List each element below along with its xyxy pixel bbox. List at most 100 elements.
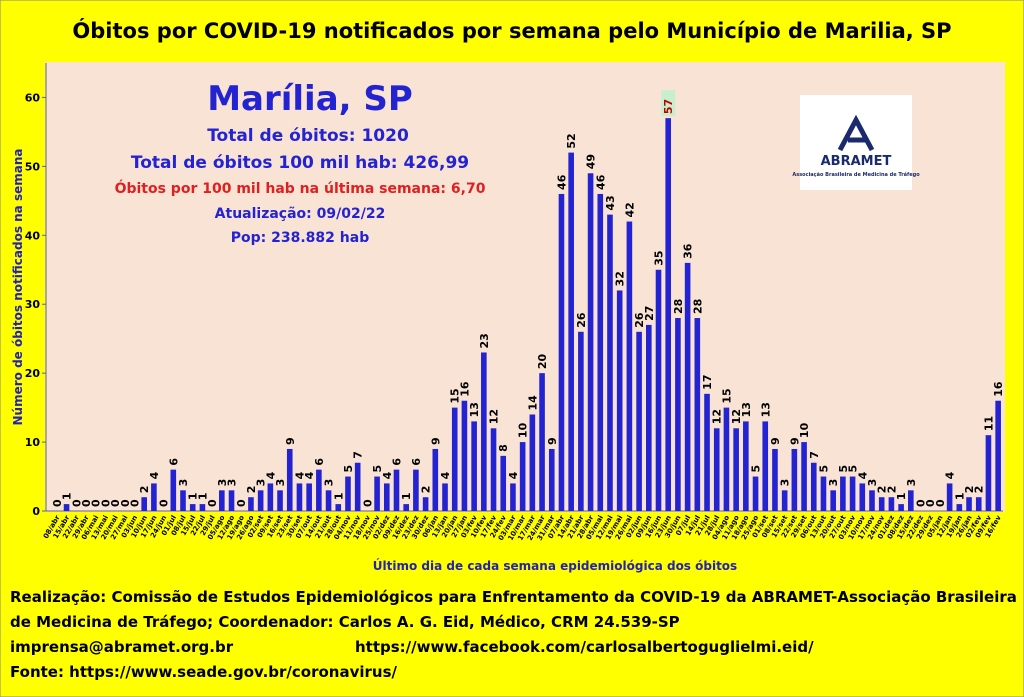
bar — [772, 448, 778, 511]
bar — [713, 428, 720, 511]
bar — [170, 469, 177, 511]
bar — [840, 476, 846, 511]
bar — [655, 269, 662, 511]
footer-line: Realização: Comissão de Estudos Epidemio… — [10, 588, 1017, 606]
data-label: 7 — [808, 451, 821, 459]
data-label: 0 — [80, 499, 93, 507]
bar — [636, 331, 642, 511]
bar — [413, 469, 419, 511]
data-label: 10 — [798, 422, 811, 438]
data-label: 5 — [342, 465, 355, 473]
data-label: 4 — [381, 471, 394, 479]
data-label: 1 — [61, 492, 74, 500]
data-label: 2 — [420, 486, 433, 494]
data-label: 3 — [216, 479, 229, 487]
data-label: 3 — [779, 479, 792, 487]
bar — [859, 483, 866, 511]
bar — [248, 497, 254, 511]
data-label: 49 — [585, 154, 598, 169]
data-label: 2 — [973, 486, 986, 494]
data-label: 9 — [284, 437, 297, 445]
data-label: 4 — [148, 471, 161, 479]
bar — [966, 497, 972, 511]
bar — [461, 400, 468, 511]
y-tick-label: 50 — [25, 160, 41, 173]
data-label: 6 — [410, 458, 423, 466]
bar — [374, 476, 380, 511]
data-label: 3 — [226, 479, 239, 487]
data-label: 0 — [128, 499, 141, 507]
bar — [869, 490, 875, 511]
data-label: 32 — [614, 271, 627, 286]
data-label: 5 — [837, 465, 850, 473]
data-label: 13 — [740, 402, 753, 417]
bar — [578, 331, 584, 511]
bar — [665, 118, 672, 511]
data-label: 12 — [711, 409, 724, 424]
bar — [519, 442, 526, 511]
bar — [558, 193, 565, 511]
data-label: 1 — [895, 492, 908, 500]
data-label: 42 — [623, 202, 636, 217]
bar — [63, 504, 70, 511]
bar — [490, 428, 497, 511]
footer-facebook: https://www.facebook.com/carlosalbertogu… — [355, 638, 814, 656]
data-label: 2 — [963, 486, 976, 494]
y-tick-label: 0 — [32, 505, 40, 518]
annotation: Atualização: 09/02/22 — [215, 206, 386, 222]
data-label: 2 — [885, 486, 898, 494]
bar — [791, 448, 798, 511]
bar — [219, 490, 225, 511]
data-label: 3 — [323, 479, 336, 487]
data-label: 3 — [255, 479, 268, 487]
data-label: 26 — [575, 312, 588, 328]
bar — [422, 497, 429, 511]
footer-email: imprensa@abramet.org.br — [10, 638, 234, 656]
chart-title: Óbitos por COVID-19 notificados por sema… — [72, 18, 951, 43]
y-tick-label: 20 — [25, 367, 41, 380]
logo-subtitle: Associação Brasileira de Medicina de Trá… — [792, 171, 920, 178]
data-label: 4 — [303, 471, 316, 479]
data-label: 10 — [517, 422, 530, 438]
data-label: 9 — [788, 437, 801, 445]
data-label: 57 — [662, 99, 675, 114]
bar — [898, 504, 904, 511]
data-label: 2 — [876, 486, 889, 494]
bar — [684, 262, 691, 511]
data-label: 12 — [730, 409, 743, 424]
data-label: 5 — [847, 465, 860, 473]
bar — [830, 490, 836, 511]
y-tick-label: 10 — [25, 436, 41, 449]
bar — [820, 476, 827, 511]
data-label: 4 — [944, 471, 957, 479]
data-label: 4 — [439, 471, 452, 479]
bar — [646, 324, 652, 511]
data-label: 11 — [982, 416, 995, 431]
data-label: 26 — [633, 312, 646, 328]
bar — [296, 483, 303, 511]
bar — [597, 193, 604, 511]
annotation: Total de óbitos 100 mil hab: 426,99 — [131, 153, 469, 173]
bar — [354, 462, 361, 511]
bar — [345, 476, 351, 511]
data-label: 1 — [332, 492, 345, 500]
bar — [626, 221, 633, 511]
bar — [286, 448, 293, 511]
bar — [733, 428, 739, 511]
bar — [335, 504, 342, 511]
bar — [481, 352, 487, 511]
bar — [228, 490, 235, 511]
data-label: 6 — [313, 458, 326, 466]
y-axis-label: Número de óbitos notificados na semana — [11, 149, 25, 426]
bar — [723, 407, 730, 511]
data-label: 6 — [390, 458, 403, 466]
bar — [908, 490, 914, 511]
data-label: 0 — [70, 499, 83, 507]
bar — [568, 152, 574, 511]
data-label: 4 — [264, 471, 277, 479]
annotation: Marília, SP — [207, 79, 413, 119]
bar — [888, 497, 895, 511]
data-label: 0 — [235, 499, 248, 507]
data-label: 9 — [429, 437, 442, 445]
